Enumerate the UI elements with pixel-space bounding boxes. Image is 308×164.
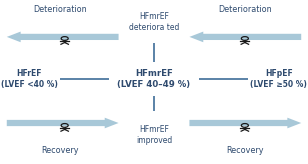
Polygon shape	[189, 118, 301, 128]
Text: HFmrEF
improved: HFmrEF improved	[136, 125, 172, 145]
Text: HFpEF
(LVEF ≥50 %): HFpEF (LVEF ≥50 %)	[250, 69, 307, 89]
Text: HFmrEF
(LVEF 40–49 %): HFmrEF (LVEF 40–49 %)	[117, 69, 191, 89]
Polygon shape	[7, 31, 119, 42]
Text: Recovery: Recovery	[41, 146, 79, 154]
Text: HFrEF
(LVEF <40 %): HFrEF (LVEF <40 %)	[1, 69, 58, 89]
Polygon shape	[7, 118, 119, 128]
Text: Deterioration: Deterioration	[33, 5, 87, 13]
Text: Deterioration: Deterioration	[218, 5, 272, 13]
Text: Recovery: Recovery	[226, 146, 264, 154]
Text: HFmrEF
deteriora ted: HFmrEF deteriora ted	[129, 12, 179, 32]
Polygon shape	[189, 31, 301, 42]
